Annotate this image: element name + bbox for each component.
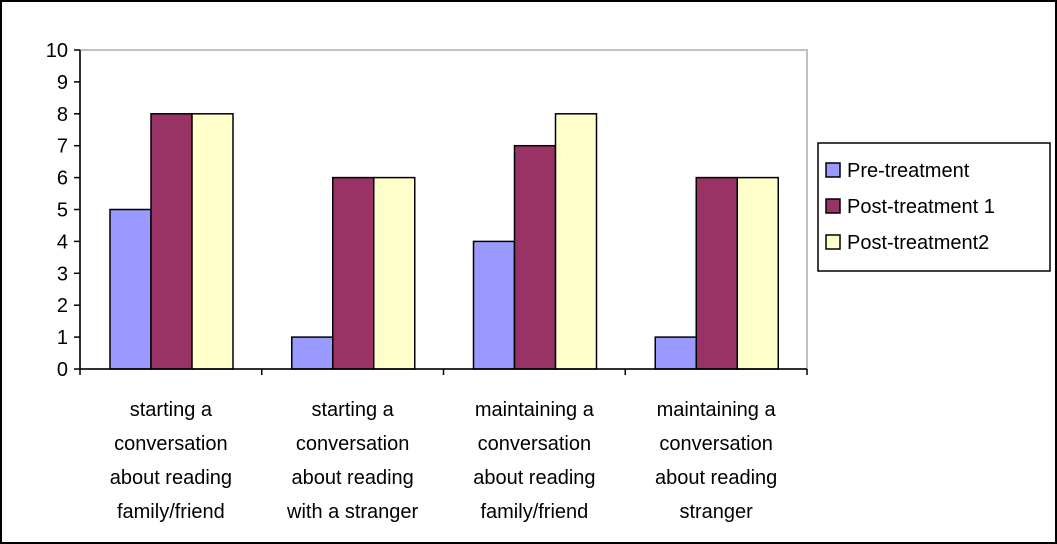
- bar-2-4: [695, 176, 738, 370]
- category-label: starting a: [130, 399, 213, 421]
- y-tick-label: 3: [57, 263, 68, 285]
- category-label: family/friend: [480, 501, 588, 523]
- category-label: about reading: [473, 467, 595, 489]
- y-tick-label: 8: [57, 104, 68, 126]
- bar-1-3: [472, 240, 516, 370]
- legend-label: Pre-treatment: [847, 160, 970, 182]
- y-tick-label: 4: [57, 231, 68, 253]
- bars-group: [109, 113, 779, 370]
- category-label: with a stranger: [286, 501, 419, 523]
- bar-3-2: [373, 176, 416, 370]
- bar-3-4: [736, 176, 779, 370]
- y-tick-label: 7: [57, 136, 68, 158]
- y-tick-label: 1: [57, 327, 68, 349]
- legend-label: Post-treatment2: [847, 232, 989, 254]
- bar-1-4: [654, 336, 697, 370]
- legend-label: Post-treatment 1: [847, 196, 995, 218]
- legend: Pre-treatment Post-treatment 1 Post-treatm…: [817, 142, 1051, 272]
- category-label: about reading: [291, 467, 413, 489]
- x-axis: starting a conversation about reading famil…: [79, 368, 808, 523]
- legend-swatch: [825, 198, 841, 214]
- category-label: conversation: [114, 433, 227, 455]
- category-label: stranger: [679, 501, 753, 523]
- legend-swatch: [825, 234, 841, 250]
- y-tick-label: 2: [57, 295, 68, 317]
- y-tick-label: 9: [57, 72, 68, 94]
- legend-swatch: [825, 162, 841, 178]
- legend-box: [817, 142, 1051, 272]
- category-label: maintaining a: [657, 399, 777, 421]
- y-axis: 0 1 2 3 4 5 6 7 8 9 10: [46, 40, 81, 381]
- y-tick-label: 5: [57, 200, 68, 222]
- category-label: family/friend: [117, 501, 225, 523]
- y-tick-label: 6: [57, 168, 68, 190]
- bar-2-2: [332, 176, 375, 370]
- bar-3-3: [554, 113, 598, 370]
- y-tick-label: 10: [46, 40, 68, 62]
- category-label: about reading: [110, 467, 232, 489]
- category-label: about reading: [655, 467, 777, 489]
- bar-3-1: [191, 113, 234, 370]
- bar-2-3: [513, 144, 557, 370]
- category-label: maintaining a: [475, 399, 595, 421]
- y-tick-label: 0: [57, 359, 68, 381]
- bar-1-2: [291, 336, 334, 370]
- category-label: conversation: [659, 433, 772, 455]
- category-label: conversation: [478, 433, 591, 455]
- bar-1-1: [109, 208, 152, 370]
- category-label: conversation: [296, 433, 409, 455]
- category-label: starting a: [311, 399, 394, 421]
- bar-2-1: [150, 113, 193, 370]
